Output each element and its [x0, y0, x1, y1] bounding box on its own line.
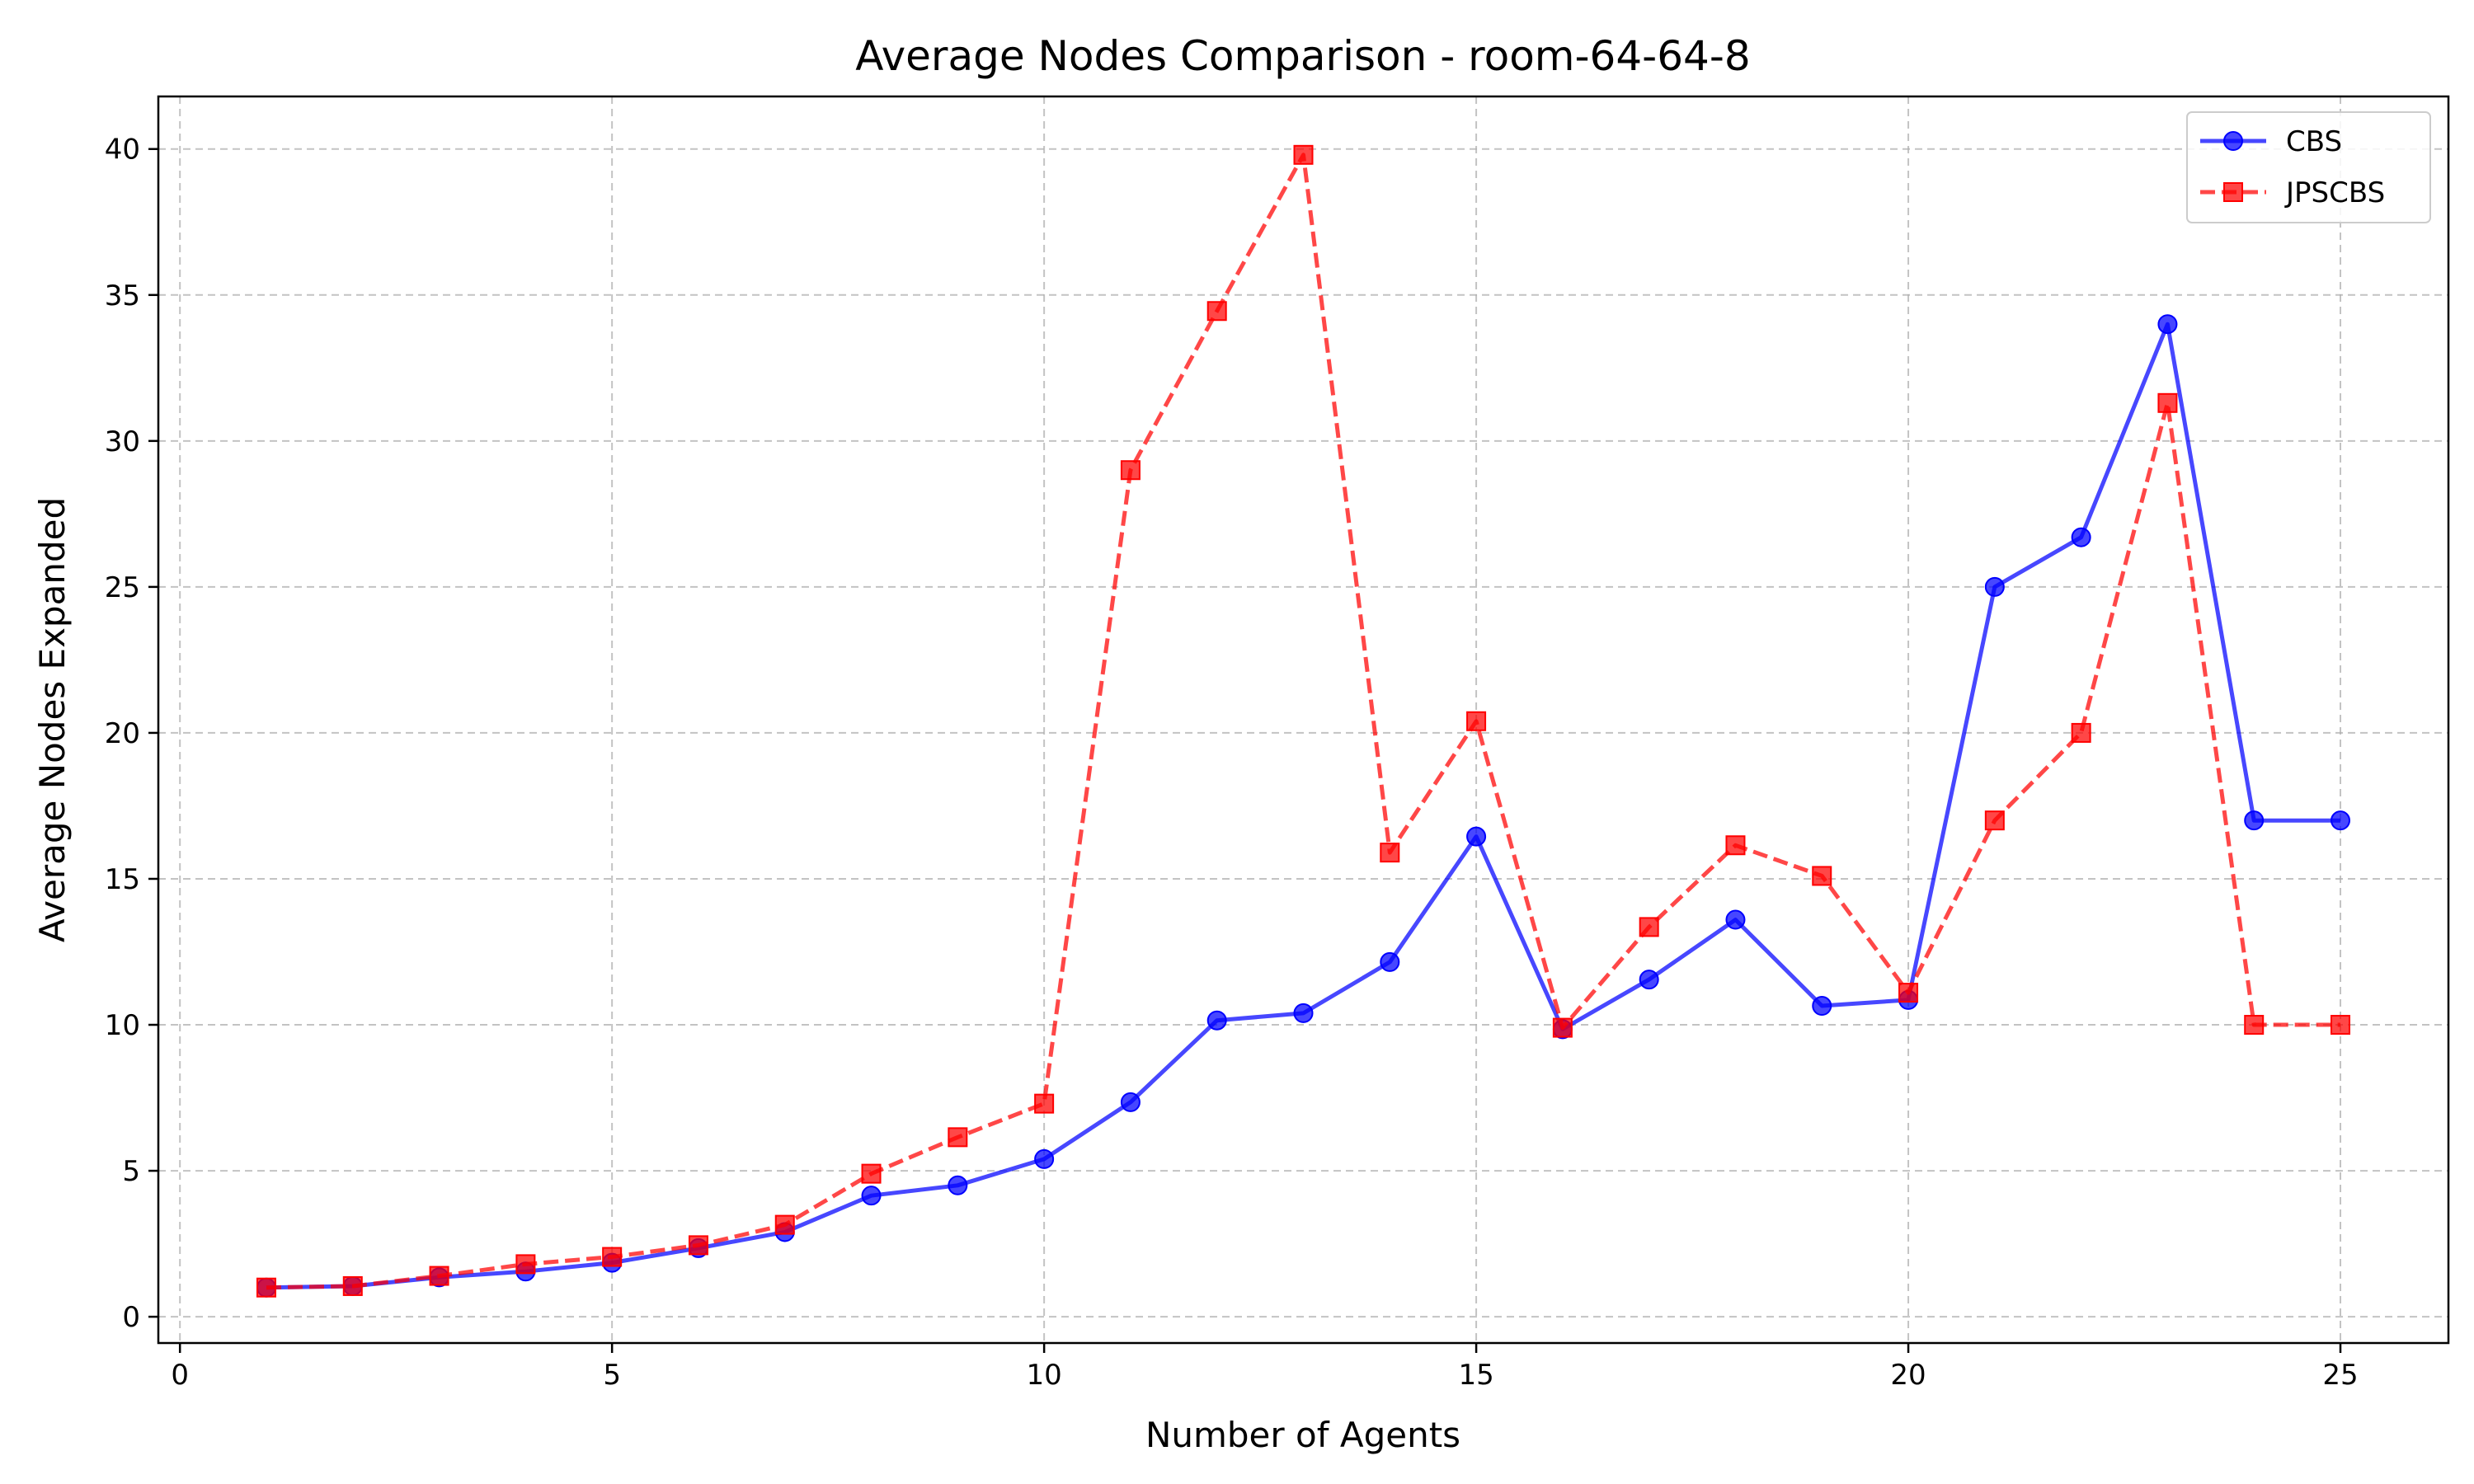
data-point-jpscbs [861, 1163, 882, 1184]
data-point-cbs [1466, 826, 1487, 847]
legend-swatch-marker [2223, 131, 2243, 151]
y-tick-label: 35 [105, 279, 140, 312]
data-point-jpscbs [2157, 392, 2178, 413]
data-point-cbs [2244, 810, 2265, 831]
x-tick-label: 0 [171, 1359, 189, 1392]
data-point-cbs [948, 1175, 968, 1195]
legend-swatch-marker [2223, 182, 2243, 202]
data-point-jpscbs [1034, 1093, 1055, 1114]
x-tick-label: 15 [1458, 1359, 1493, 1392]
data-point-cbs [1120, 1092, 1141, 1112]
y-tick-label: 15 [105, 863, 140, 896]
y-tick-label: 25 [105, 571, 140, 604]
data-point-jpscbs [1293, 144, 1314, 165]
grid [158, 96, 2448, 1343]
data-point-cbs [1380, 951, 1400, 972]
plot-frame [157, 95, 2450, 1345]
data-point-jpscbs [1466, 711, 1487, 731]
data-point-jpscbs [2331, 1015, 2351, 1036]
data-point-cbs [1206, 1010, 1227, 1031]
y-tick-label: 0 [122, 1301, 140, 1334]
data-point-jpscbs [1380, 843, 1400, 863]
axis-ticks: 0 5 10 15 20 25 0 5 10 15 20 25 30 35 40 [105, 134, 2359, 1392]
data-point-jpscbs [1120, 460, 1141, 481]
chart-title: Average Nodes Comparison - room-64-64-8 [855, 32, 1750, 80]
legend-label: CBS [2286, 125, 2342, 158]
data-point-cbs [1812, 996, 1832, 1017]
legend: CBS JPSCBS [2186, 111, 2431, 223]
data-point-jpscbs [2071, 722, 2091, 743]
data-point-jpscbs [429, 1266, 449, 1286]
data-point-jpscbs [688, 1235, 708, 1256]
data-point-jpscbs [1206, 301, 1227, 322]
series-cbs [256, 314, 2351, 1298]
data-point-cbs [1984, 576, 2005, 597]
data-point-cbs [1293, 1003, 1314, 1023]
x-tick-label: 25 [2322, 1359, 2358, 1392]
data-point-jpscbs [1812, 866, 1832, 886]
x-axis-label: Number of Agents [1145, 1415, 1460, 1455]
data-point-jpscbs [256, 1277, 276, 1298]
x-tick-label: 10 [1026, 1359, 1061, 1392]
data-point-cbs [2157, 314, 2178, 335]
data-point-cbs [861, 1186, 882, 1206]
x-tick-label: 5 [603, 1359, 621, 1392]
y-axis-label: Average Nodes Expanded [32, 497, 73, 942]
y-tick-label: 40 [105, 134, 140, 167]
y-tick-label: 10 [105, 1009, 140, 1042]
data-point-cbs [2331, 810, 2351, 831]
data-point-jpscbs [1984, 810, 2005, 831]
y-tick-label: 5 [122, 1155, 140, 1188]
data-point-cbs [2071, 527, 2091, 547]
legend-item-jpscbs: JPSCBS [2200, 176, 2385, 209]
data-point-jpscbs [515, 1254, 536, 1275]
data-point-jpscbs [1552, 1017, 1573, 1038]
legend-item-cbs: CBS [2200, 125, 2342, 158]
data-point-jpscbs [602, 1247, 623, 1267]
x-tick-label: 20 [1890, 1359, 1926, 1392]
data-point-jpscbs [1639, 917, 1659, 937]
data-point-jpscbs [774, 1214, 795, 1235]
data-point-jpscbs [2244, 1015, 2265, 1036]
data-point-jpscbs [948, 1127, 968, 1148]
data-point-cbs [1725, 909, 1746, 930]
series-jpscbs [256, 144, 2351, 1298]
data-point-jpscbs [1898, 983, 1919, 1003]
data-point-jpscbs [1725, 835, 1746, 856]
legend-label: JPSCBS [2284, 176, 2385, 209]
series-layer [256, 144, 2351, 1298]
y-tick-label: 20 [105, 717, 140, 750]
series-line-cbs [266, 322, 2340, 1290]
data-point-jpscbs [342, 1275, 363, 1296]
y-tick-label: 30 [105, 425, 140, 458]
data-point-cbs [1034, 1148, 1055, 1169]
series-line-jpscbs [266, 153, 2340, 1290]
data-point-cbs [1639, 970, 1659, 990]
